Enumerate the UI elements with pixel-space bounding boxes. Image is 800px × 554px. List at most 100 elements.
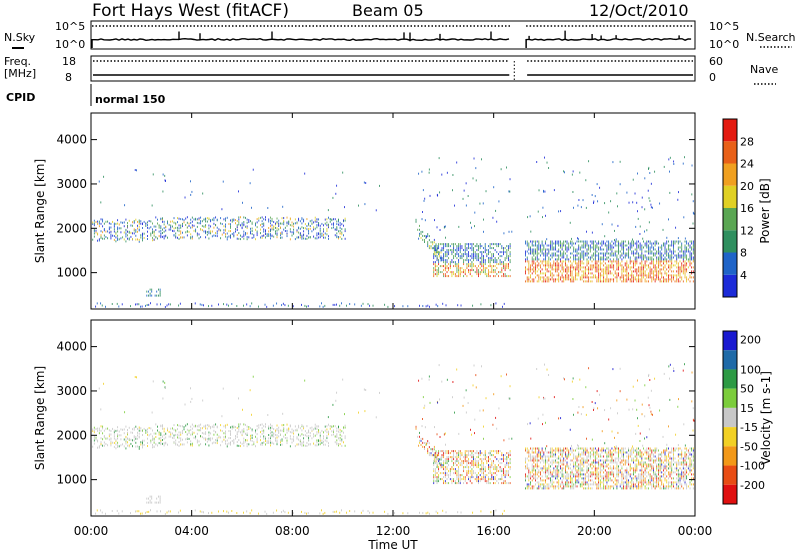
power-cell <box>616 264 618 267</box>
power-cell <box>584 246 586 249</box>
power-cell <box>677 278 679 281</box>
power-cell <box>608 264 610 267</box>
power-cell <box>474 255 476 258</box>
power-cell <box>504 265 506 268</box>
power-cell <box>456 267 458 270</box>
velocity-cell <box>563 459 565 462</box>
velocity-cell <box>261 442 263 445</box>
power-cell <box>486 275 488 278</box>
power-cell <box>545 242 546 245</box>
power-cell <box>169 303 171 306</box>
velocity-cell <box>576 481 578 484</box>
velocity-cell <box>152 438 153 441</box>
velocity-cell <box>153 439 155 442</box>
power-cell <box>125 232 127 235</box>
power-cell <box>658 278 659 281</box>
power-cell <box>451 275 453 278</box>
power-cell <box>609 264 611 267</box>
velocity-cell <box>198 444 200 447</box>
velocity-cell <box>211 442 213 445</box>
power-cell <box>448 257 450 260</box>
velocity-cell <box>540 473 541 476</box>
velocity-cell <box>446 482 448 485</box>
velocity-cell <box>422 512 424 514</box>
power-cell <box>644 272 646 275</box>
power-cell <box>427 241 429 244</box>
power-cell <box>233 231 235 234</box>
power-cell <box>563 254 565 257</box>
velocity-cell <box>499 468 501 471</box>
power-cell <box>543 280 545 283</box>
power-cell <box>147 221 148 224</box>
power-cell <box>203 304 204 307</box>
power-cell <box>596 260 598 263</box>
power-cell <box>528 248 530 251</box>
velocity-cell <box>494 472 496 475</box>
velocity-cell <box>555 447 556 450</box>
power-cell <box>509 245 511 248</box>
power-cell <box>266 235 268 237</box>
power-cell <box>489 243 491 246</box>
velocity-cell <box>471 450 473 453</box>
power-cell <box>581 262 583 265</box>
power-cell <box>584 274 586 277</box>
power-cell <box>638 274 639 277</box>
power-cell <box>509 178 511 181</box>
power-cell <box>298 217 300 220</box>
power-cell <box>303 233 305 236</box>
velocity-cell <box>319 436 321 439</box>
power-cell <box>641 246 643 249</box>
power-cell <box>681 276 683 279</box>
power-cell <box>633 240 634 243</box>
power-cell <box>619 262 621 265</box>
power-cell <box>113 228 115 231</box>
power-cell <box>434 219 435 222</box>
power-cell <box>656 240 658 243</box>
velocity-cell <box>493 468 494 471</box>
power-cell <box>238 221 240 224</box>
power-cell <box>687 244 689 247</box>
velocity-cell <box>186 441 188 444</box>
power-cell <box>474 257 476 260</box>
power-cell <box>689 274 691 277</box>
power-cell <box>589 246 591 249</box>
velocity-cell <box>316 431 318 434</box>
power-cell <box>536 256 538 259</box>
velocity-cell <box>306 444 308 447</box>
velocity-cell <box>464 476 466 479</box>
velocity-cell <box>456 476 458 479</box>
velocity-cell <box>448 450 450 453</box>
power-cell <box>132 238 133 241</box>
power-cell <box>553 254 555 257</box>
velocity-cell <box>313 442 315 445</box>
power-cell <box>606 246 608 249</box>
power-cell <box>123 238 125 241</box>
power-cell <box>553 246 555 249</box>
power-cell <box>186 221 188 224</box>
power-cell <box>692 258 694 261</box>
velocity-cell <box>324 511 326 514</box>
velocity-cell <box>576 455 578 458</box>
velocity-cell <box>444 470 446 473</box>
power-cell <box>474 211 476 214</box>
power-cell <box>533 244 535 247</box>
power-cell <box>127 234 128 237</box>
velocity-cell <box>449 472 451 475</box>
velocity-cell <box>313 435 315 438</box>
power-cell <box>583 276 585 279</box>
power-cell <box>643 276 644 279</box>
velocity-cell <box>230 426 231 429</box>
power-cell <box>206 220 208 223</box>
colorbar-swatch <box>723 119 737 142</box>
power-cell <box>658 258 659 261</box>
velocity-cell <box>463 468 465 471</box>
power-cell <box>545 272 546 275</box>
power-cell <box>306 305 307 308</box>
velocity-cell <box>480 510 482 513</box>
power-cell <box>563 266 565 269</box>
power-cell <box>278 228 280 231</box>
power-cell <box>686 268 688 271</box>
power-cell <box>466 259 468 262</box>
power-cell <box>185 217 187 220</box>
power-cell <box>626 260 628 263</box>
